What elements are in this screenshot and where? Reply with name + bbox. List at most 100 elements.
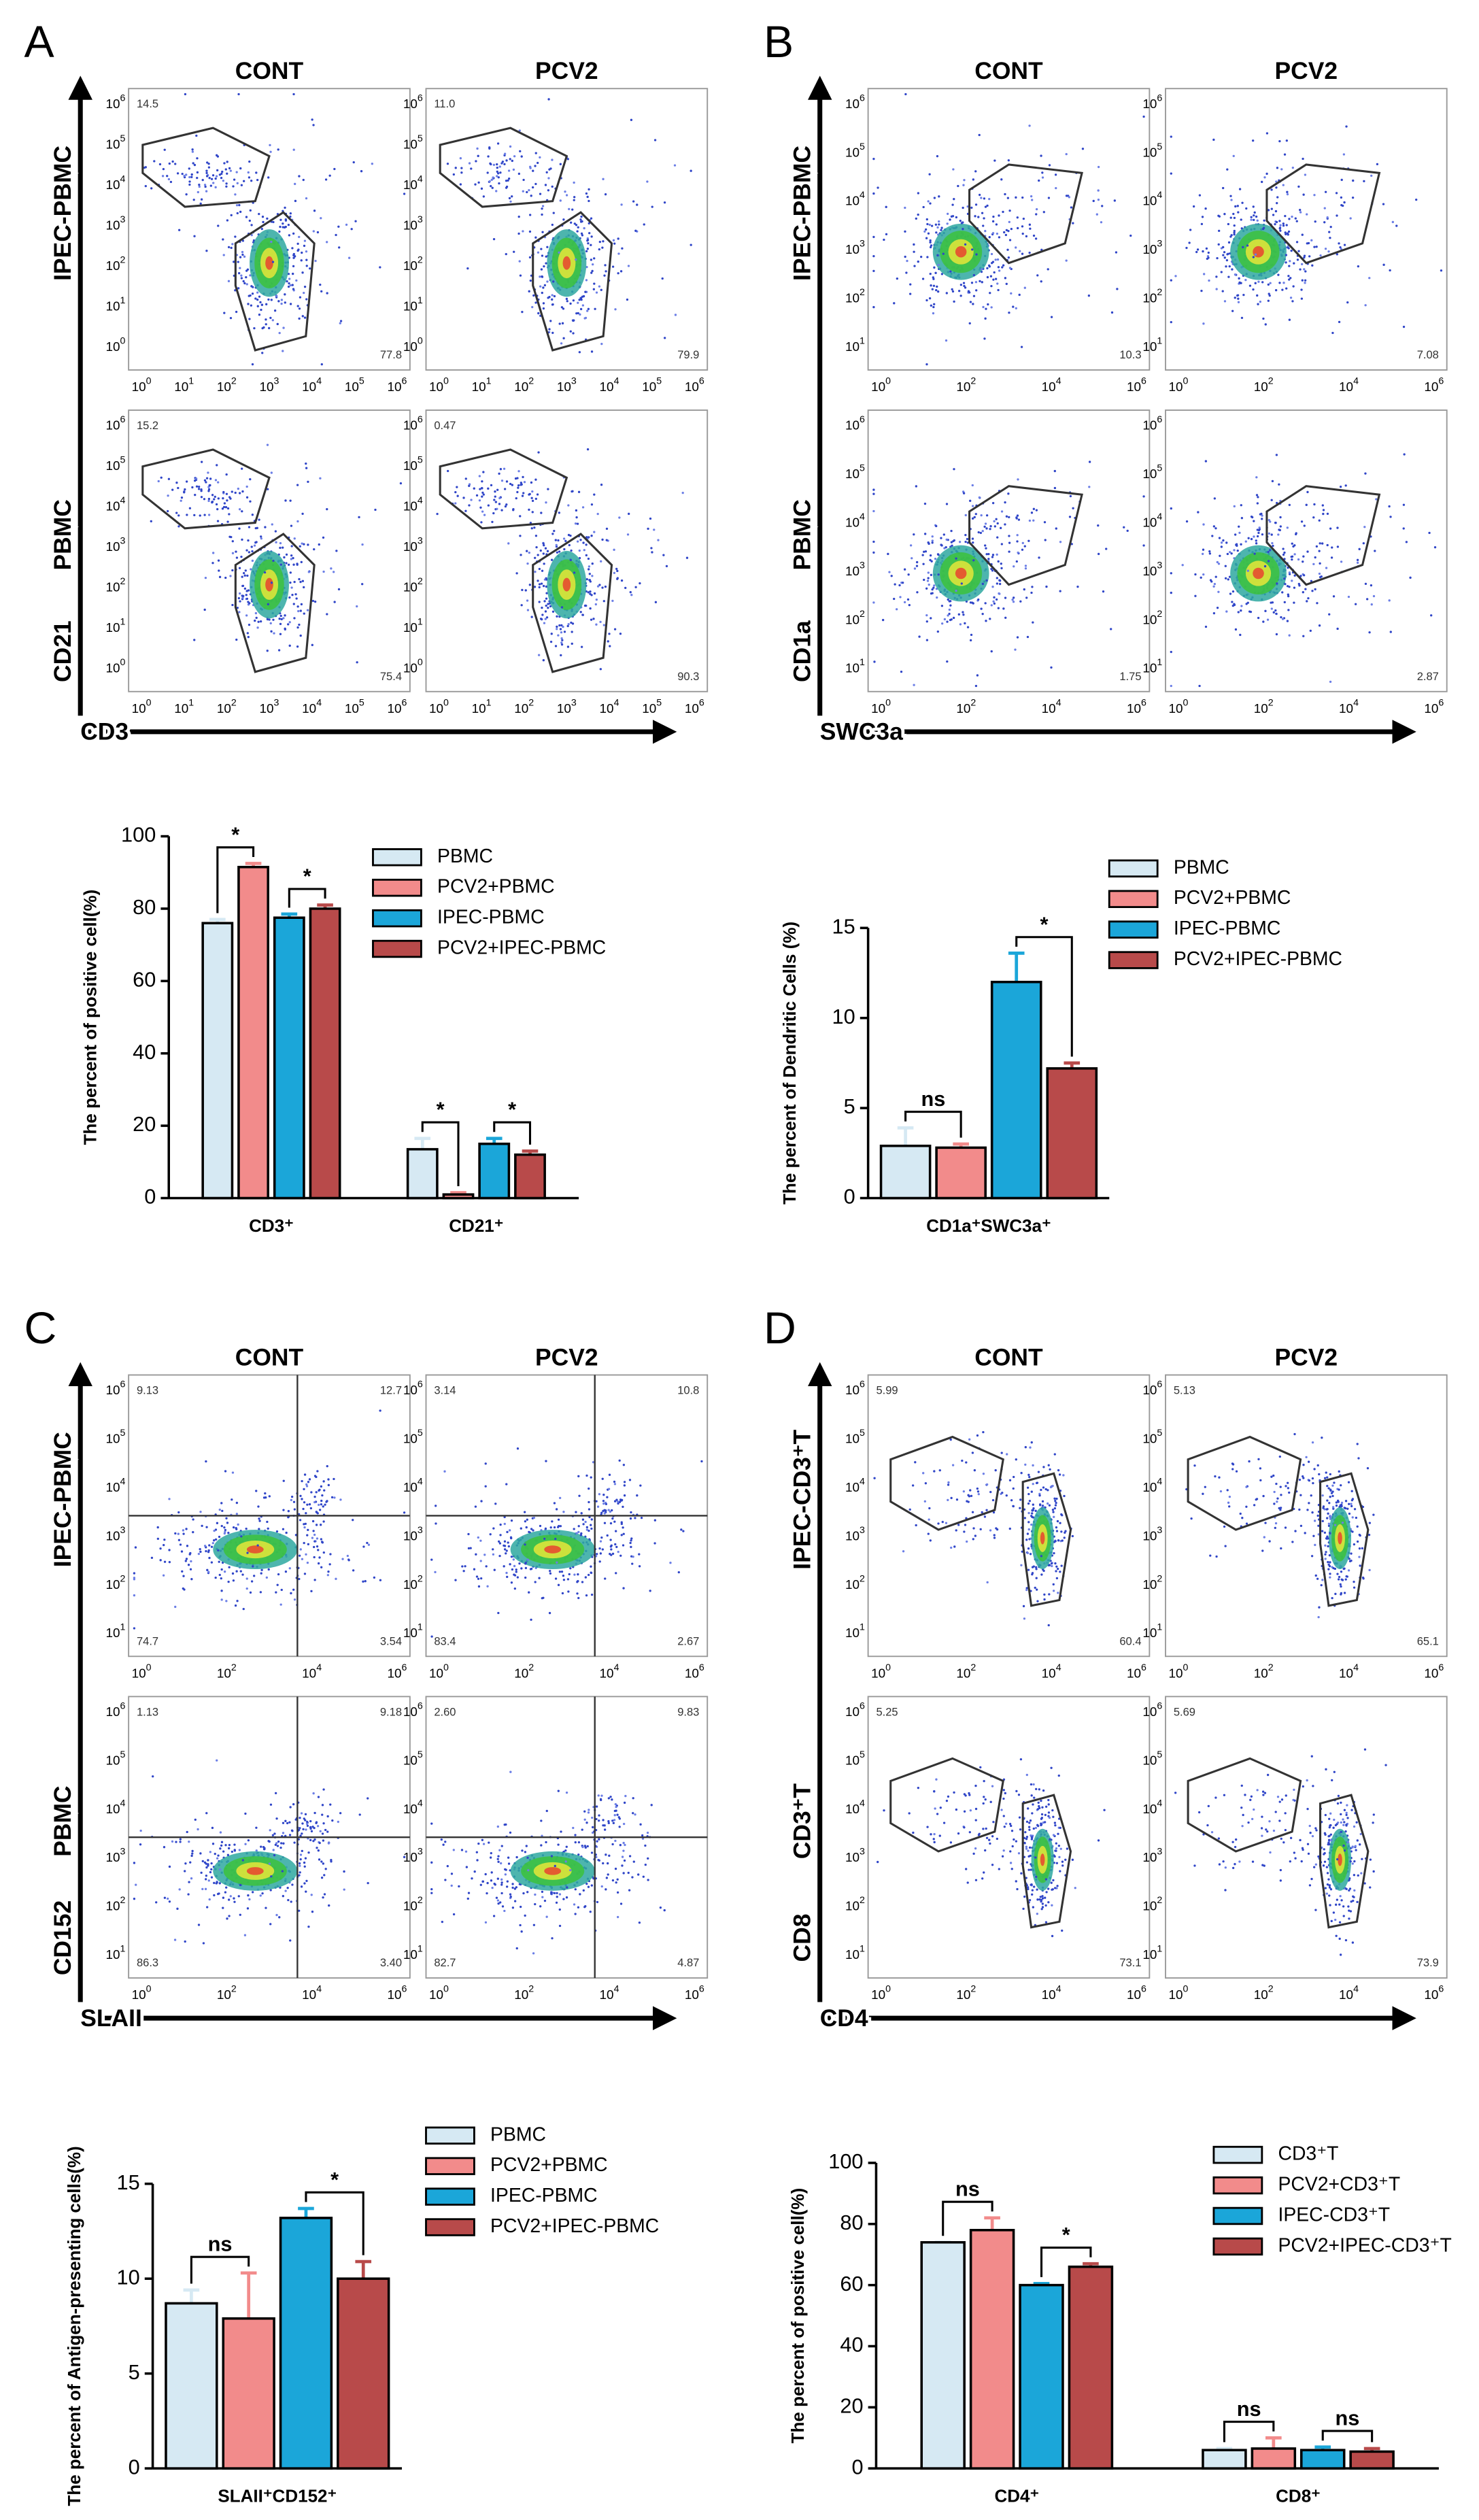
- event-dot: [974, 170, 977, 173]
- event-dot: [158, 163, 162, 166]
- event-dot: [503, 1909, 506, 1913]
- event-dot: [229, 169, 233, 172]
- tick-exponent: 3: [418, 535, 423, 546]
- event-dot: [928, 223, 931, 226]
- event-dot: [241, 250, 244, 254]
- event-dot: [539, 275, 541, 278]
- event-dot: [1223, 213, 1226, 216]
- event-dot: [282, 1832, 285, 1834]
- event-dot: [990, 252, 993, 256]
- event-dot: [1295, 533, 1297, 536]
- event-dot: [613, 1520, 616, 1523]
- event-dot: [1200, 289, 1203, 292]
- event-dot: [930, 244, 933, 247]
- density-core: [544, 1545, 562, 1553]
- event-dot: [303, 316, 307, 319]
- event-dot: [216, 1857, 219, 1860]
- event-dot: [1316, 602, 1319, 605]
- event-dot: [580, 299, 583, 301]
- event-dot: [299, 545, 301, 548]
- event-dot: [1293, 553, 1296, 556]
- event-dot: [286, 280, 288, 283]
- event-dot: [305, 197, 308, 200]
- event-dot: [497, 1611, 500, 1615]
- event-dot: [206, 1568, 209, 1571]
- event-dot: [610, 1544, 613, 1547]
- event-dot: [235, 204, 239, 207]
- event-dot: [562, 1575, 565, 1577]
- event-dot: [297, 248, 300, 251]
- event-dot: [250, 304, 253, 307]
- event-dot: [1304, 282, 1306, 284]
- tick-label: 102: [217, 697, 237, 716]
- event-dot: [500, 509, 503, 511]
- event-dot: [1314, 220, 1316, 223]
- event-dot: [298, 317, 301, 320]
- event-dot: [549, 640, 553, 643]
- event-dot: [288, 1821, 291, 1824]
- event-dot: [282, 350, 284, 352]
- tick-label: 102: [514, 375, 534, 394]
- event-dot: [1302, 193, 1305, 196]
- event-dot: [1252, 288, 1255, 291]
- event-dot: [1026, 635, 1030, 639]
- event-dot: [327, 1842, 330, 1845]
- event-dot: [210, 1862, 213, 1865]
- gate: [141, 448, 271, 530]
- event-dot: [184, 1870, 186, 1872]
- event-dot: [630, 1539, 632, 1542]
- event-dot: [210, 1868, 213, 1871]
- event-dot: [196, 176, 199, 180]
- event-dot: [1234, 628, 1238, 631]
- tick-base: 10: [642, 702, 656, 716]
- event-dot: [1374, 550, 1376, 552]
- event-dot: [592, 618, 595, 620]
- event-dot: [1047, 197, 1051, 199]
- event-dot: [197, 1828, 199, 1831]
- event-dot: [997, 288, 1000, 292]
- event-dot: [1031, 199, 1034, 201]
- tick-exponent: 6: [120, 1700, 126, 1711]
- event-dot: [893, 597, 896, 601]
- event-dot: [928, 297, 932, 300]
- event-dot: [1204, 207, 1207, 210]
- event-dot: [286, 1887, 289, 1889]
- event-dot: [579, 307, 583, 311]
- event-dot: [207, 1863, 209, 1866]
- event-dot: [611, 265, 615, 268]
- event-dot: [1047, 268, 1049, 271]
- tick-base: 10: [1142, 340, 1157, 354]
- tick-base: 10: [105, 1802, 120, 1817]
- event-dot: [228, 1898, 231, 1901]
- event-dot: [467, 1892, 471, 1894]
- event-dot: [1041, 171, 1044, 174]
- tick-exponent: 6: [860, 93, 865, 103]
- tick-exponent: 6: [120, 93, 126, 103]
- event-dot: [600, 560, 602, 562]
- event-dot: [500, 480, 504, 482]
- event-dot: [305, 258, 308, 261]
- event-dot: [305, 1512, 307, 1515]
- tick-exponent: 0: [418, 657, 423, 668]
- event-dot: [1274, 209, 1278, 213]
- tick-base: 10: [1339, 702, 1353, 716]
- event-dot: [168, 1900, 171, 1903]
- event-dot: [290, 586, 293, 589]
- event-dot: [653, 528, 656, 531]
- event-dot: [523, 481, 526, 484]
- event-dot: [513, 1574, 517, 1577]
- event-dot: [230, 246, 233, 250]
- event-dot: [1265, 172, 1268, 175]
- event-dot: [185, 1528, 188, 1530]
- event-dot: [1032, 507, 1036, 510]
- event-dot: [647, 1879, 649, 1881]
- event-dot: [972, 178, 974, 181]
- tick-base: 10: [845, 340, 860, 354]
- event-dot: [526, 562, 529, 565]
- tick-exponent: 4: [1353, 375, 1359, 386]
- event-dot: [235, 1501, 239, 1505]
- tick-exponent: 2: [418, 576, 423, 587]
